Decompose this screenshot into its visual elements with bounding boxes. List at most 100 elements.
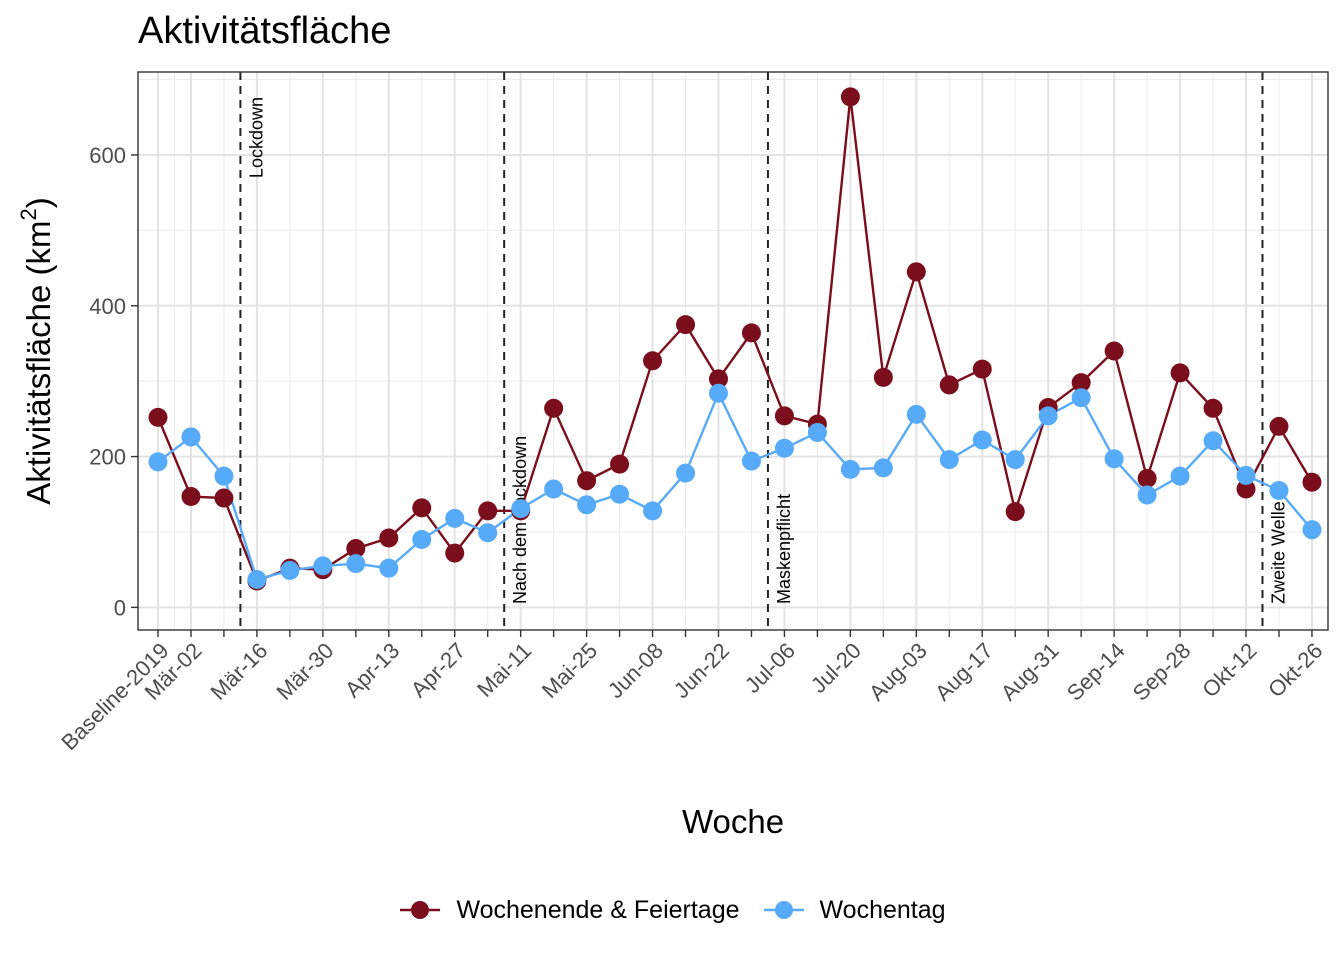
data-point	[445, 543, 465, 563]
y-tick-label: 200	[89, 445, 126, 470]
data-point	[643, 351, 663, 371]
data-point	[1203, 431, 1223, 451]
y-tick-label: 0	[114, 595, 126, 620]
data-point	[1137, 468, 1157, 488]
legend: Wochenende & Feiertage Wochentag	[0, 888, 1344, 932]
data-point	[741, 323, 761, 343]
data-point	[873, 367, 893, 387]
data-point	[610, 484, 630, 504]
data-point	[741, 451, 761, 471]
data-point	[1005, 502, 1025, 522]
data-point	[214, 466, 234, 486]
data-point	[379, 528, 399, 548]
x-tick-label: Jun-22	[669, 638, 734, 703]
legend-item-weekday: Wochentag	[762, 895, 946, 925]
data-point	[181, 427, 201, 447]
data-point	[972, 359, 992, 379]
x-axis-title: Woche	[682, 803, 784, 840]
x-tick-label: Jun-08	[603, 638, 668, 703]
data-point	[708, 369, 728, 389]
x-tick-label: Aug-31	[996, 638, 1064, 706]
data-point	[544, 479, 564, 499]
y-axis-title: Aktivitätsfläche (km2)	[16, 197, 57, 505]
data-point	[148, 452, 168, 472]
data-point	[610, 454, 630, 474]
series-line	[157, 390, 1313, 581]
data-point	[1071, 388, 1091, 408]
x-tick-label: Apr-27	[406, 638, 470, 702]
data-point	[148, 407, 168, 427]
x-tick-label: Mär-30	[271, 638, 338, 705]
x-tick-label: Apr-13	[340, 638, 404, 702]
data-point	[906, 262, 926, 282]
x-tick-label: Sep-14	[1062, 638, 1130, 706]
data-point	[214, 488, 234, 508]
x-tick-label: Jul-20	[806, 638, 866, 698]
data-point	[676, 315, 696, 335]
data-point	[1137, 485, 1157, 505]
x-tick-label: Okt-26	[1263, 638, 1327, 702]
data-point	[972, 430, 992, 450]
data-point	[313, 556, 333, 576]
x-tick-label: Sep-28	[1128, 638, 1196, 706]
x-tick-label: Mai-25	[537, 638, 602, 703]
data-point	[708, 383, 728, 403]
series-line	[156, 96, 1313, 583]
data-point	[1104, 449, 1124, 469]
data-point	[774, 438, 794, 458]
data-point	[1104, 341, 1124, 361]
x-tick-label: Mai-11	[472, 638, 536, 702]
legend-key-weekday	[763, 901, 804, 919]
data-point	[544, 398, 564, 418]
x-tick-label: Jul-06	[740, 638, 800, 698]
data-point	[939, 375, 959, 395]
x-tick-label: Okt-12	[1197, 638, 1261, 702]
data-point	[676, 463, 696, 483]
plot-panel-border	[137, 71, 1329, 631]
data-point	[873, 458, 893, 478]
data-point	[1005, 450, 1025, 470]
x-tick-label: Aug-17	[930, 638, 998, 706]
data-point	[445, 508, 465, 528]
legend-label-weekday: Wochentag	[819, 895, 946, 924]
data-point	[1236, 479, 1256, 499]
data-point	[511, 499, 531, 519]
data-point	[1302, 472, 1322, 492]
data-point	[840, 87, 860, 107]
event-label: Lockdown	[246, 97, 266, 178]
data-point	[807, 422, 827, 442]
x-tick-label: Mär-16	[205, 638, 272, 705]
data-point	[346, 539, 366, 559]
data-point	[247, 569, 267, 589]
data-point	[840, 459, 860, 479]
data-point	[1071, 373, 1091, 393]
chart-title: Aktivitätsfläche	[138, 10, 392, 52]
x-tick-label: Aug-03	[864, 638, 932, 706]
data-point	[478, 501, 498, 521]
legend-key-weekend	[400, 901, 441, 919]
data-point	[412, 498, 432, 518]
legend-label-weekend: Wochenende & Feiertage	[456, 895, 740, 924]
data-point	[1269, 416, 1289, 436]
data-point	[1203, 398, 1223, 418]
data-point	[1170, 466, 1190, 486]
data-point	[280, 560, 300, 580]
data-point	[412, 530, 432, 550]
data-point	[1236, 465, 1256, 485]
y-tick-label: 600	[89, 143, 126, 168]
data-point	[577, 495, 597, 515]
data-point	[1170, 363, 1190, 383]
legend-item-weekend: Wochenende & Feiertage	[398, 895, 740, 925]
data-point	[478, 523, 498, 543]
data-point	[1269, 481, 1289, 500]
data-point	[1302, 520, 1322, 540]
data-point	[774, 406, 794, 426]
event-label: Zweite Welle	[1268, 501, 1288, 604]
event-label: Maskenpflicht	[774, 494, 794, 604]
data-point	[939, 450, 959, 470]
data-point	[379, 558, 399, 578]
data-point	[906, 404, 926, 424]
y-tick-label: 400	[89, 294, 126, 319]
data-point	[181, 487, 201, 507]
